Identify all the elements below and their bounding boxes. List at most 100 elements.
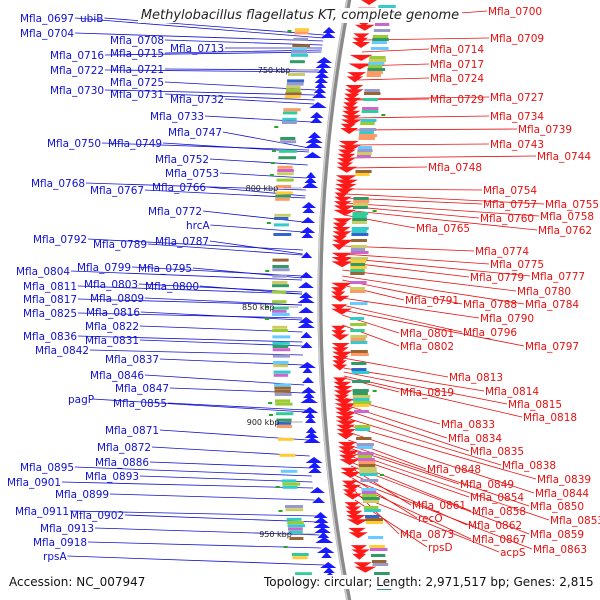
feature-block [360,122,375,125]
forward-gene-arrow [320,562,337,568]
gene-label-right: Mfla_0734 [490,111,544,123]
feature-block [276,418,292,422]
label-connector [87,238,303,251]
feature-block [370,554,386,557]
trna-mark [266,222,271,224]
label-connector [77,335,303,343]
gene-label-right: Mfla_0873 [400,529,454,541]
reverse-gene-arrow [331,325,347,332]
feature-block [272,300,287,304]
feature-block [272,268,290,272]
forward-gene-arrow [303,437,321,443]
label-connector [140,311,303,321]
label-connector [109,493,315,501]
feature-block [374,572,390,575]
reverse-gene-arrow [353,33,370,40]
gene-label-left: Mfla_0803 [84,279,138,291]
reverse-gene-arrow [332,360,347,367]
trna-mark [268,414,273,416]
gene-label-right: Mfla_0743 [490,139,544,151]
gene-label-left: Mfla_0716 [50,50,104,62]
gene-label-right: Mfla_0780 [517,286,571,298]
feature-block [278,149,297,153]
gene-label-left: Mfla_0749 [108,138,162,150]
feature-block [350,350,368,353]
feature-block [350,290,366,293]
label-connector [348,444,530,507]
reverse-gene-arrow [343,493,362,500]
gene-label-left: Mfla_0730 [50,85,104,97]
reverse-gene-arrow [332,218,353,225]
gene-label-left: Mfla_0747 [168,127,222,139]
reverse-gene-arrow [332,364,348,371]
forward-gene-arrow [323,567,335,573]
gene-label-right: rpsD [428,542,453,554]
gene-label-left: Mfla_0871 [105,425,159,437]
label-connector [351,128,518,131]
gene-label-right: Mfla_0714 [430,44,484,56]
reverse-gene-arrow [333,201,352,208]
gene-label-left: Mfla_0799 [77,262,131,274]
accession-label: Accession: NC_007947 [7,575,148,589]
feature-block [282,117,297,121]
gene-label-right: Mfla_0853 [550,515,600,527]
feature-block [352,215,367,218]
feature-block [274,217,289,220]
feature-block [358,458,375,461]
label-connector [341,309,525,347]
forward-gene-arrow [299,292,313,298]
feature-block [277,172,294,176]
reverse-gene-arrow [331,244,347,251]
feature-block [371,560,387,563]
reverse-gene-arrow [338,450,360,457]
gene-label-right: Mfla_0815 [508,399,562,411]
label-connector [104,69,319,73]
feature-block [357,455,373,458]
reverse-gene-arrow [335,411,358,418]
forward-gene-arrow [312,92,327,98]
feature-block [364,509,381,512]
gene-label-left: Mfla_0809 [90,293,144,305]
forward-gene-arrow [299,272,313,278]
gene-label-right: Mfla_0833 [441,419,495,431]
gene-label-right: Mfla_0700 [488,6,542,18]
feature-block [277,169,294,172]
feature-block [377,8,393,11]
gene-label-right: Mfla_0814 [485,386,539,398]
reverse-gene-arrow [337,158,356,165]
label-connector [144,297,303,306]
trna-mark [265,318,270,320]
label-connector [104,51,322,56]
reverse-gene-arrow [346,76,364,83]
feature-block [361,488,377,491]
feature-block [356,155,371,158]
feature-block [352,212,369,215]
label-connector [124,514,318,523]
feature-block [372,35,389,38]
label-connector [346,424,537,480]
gene-label-left: Mfla_0822 [85,321,139,333]
feature-block [356,443,374,446]
forward-gene-arrow [298,362,316,368]
feature-block [362,497,380,500]
reverse-gene-arrow [338,145,361,152]
label-connector [94,527,320,536]
reverse-gene-arrow [349,54,373,61]
feature-block [272,274,288,278]
feature-block [275,399,291,403]
forward-gene-arrow [303,392,315,398]
feature-block [359,470,377,473]
label-connector [210,224,304,233]
forward-gene-arrow [316,57,333,63]
feature-block [365,518,384,521]
forward-gene-arrow [310,112,324,118]
reverse-gene-arrow [333,386,353,392]
feature-block [357,452,374,455]
feature-block [350,302,368,305]
reverse-gene-arrow [343,102,358,109]
map-footer: Accession: NC_007947 Topology: circular;… [0,575,600,593]
forward-gene-arrow [299,227,316,233]
feature-block [355,173,370,176]
feature-block [289,537,304,540]
